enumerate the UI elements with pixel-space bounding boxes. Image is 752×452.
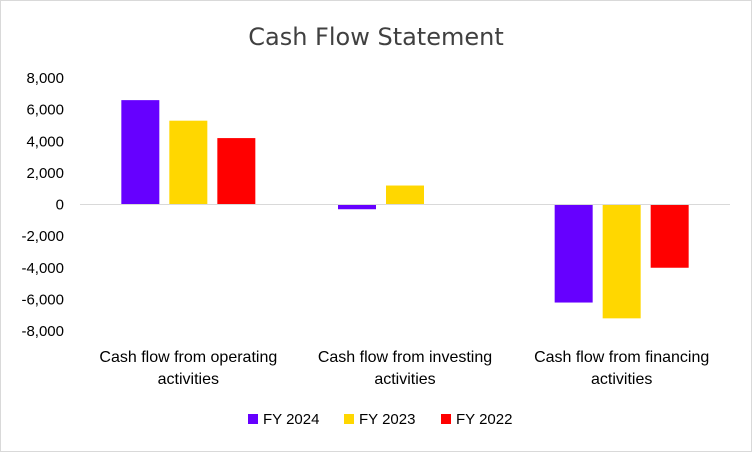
y-tick-label: -6,000 — [21, 291, 64, 308]
legend-swatch — [344, 414, 354, 424]
legend: FY 2024 FY 2023 FY 2022 — [248, 411, 512, 428]
y-tick-label: -2,000 — [21, 228, 64, 245]
bar — [386, 185, 424, 205]
bar — [602, 204, 641, 319]
x-category-label: Cash flow from investing — [318, 349, 492, 366]
y-tick-label: 6,000 — [26, 102, 64, 119]
bar — [650, 204, 689, 268]
y-axis: 8,000 6,000 4,000 2,000 0 -2,000 -4,000 -6,000 -… — [21, 70, 64, 340]
y-tick-label: -8,000 — [21, 323, 64, 340]
x-category-label: activities — [374, 371, 435, 388]
bar — [217, 138, 256, 205]
bars — [121, 100, 689, 319]
chart-title: Cash Flow Statement — [248, 23, 504, 51]
legend-label: FY 2022 — [456, 411, 512, 428]
x-category-label: Cash flow from financing — [534, 349, 709, 366]
x-category-label: Cash flow from operating — [99, 349, 277, 366]
y-tick-label: 2,000 — [26, 165, 64, 182]
x-axis-categories: Cash flow from operating activities Cash f… — [99, 349, 709, 388]
x-category-label: activities — [591, 371, 652, 388]
bar — [554, 204, 593, 303]
y-tick-label: 0 — [56, 197, 64, 214]
legend-swatch — [248, 414, 258, 424]
y-tick-label: 4,000 — [26, 133, 64, 150]
legend-label: FY 2024 — [263, 411, 319, 428]
bar — [338, 204, 376, 210]
legend-label: FY 2023 — [359, 411, 415, 428]
bar — [121, 100, 160, 205]
y-tick-label: -4,000 — [21, 260, 64, 277]
legend-swatch — [441, 414, 451, 424]
y-tick-label: 8,000 — [26, 70, 64, 87]
x-category-label: activities — [158, 371, 219, 388]
bar — [169, 120, 208, 205]
